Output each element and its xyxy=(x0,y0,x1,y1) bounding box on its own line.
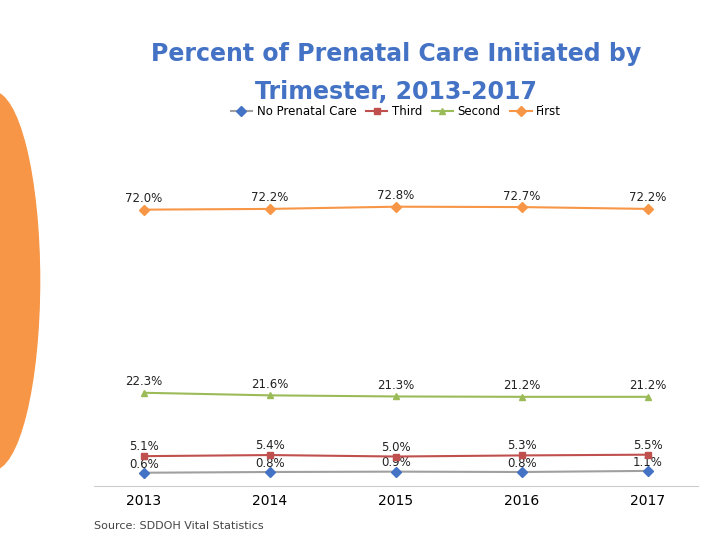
Text: 1.1%: 1.1% xyxy=(633,456,663,469)
Text: 21.2%: 21.2% xyxy=(629,380,667,393)
Text: 21.3%: 21.3% xyxy=(377,379,415,392)
Text: 21.6%: 21.6% xyxy=(251,378,289,391)
Text: 72.8%: 72.8% xyxy=(377,190,415,202)
Text: Percent of Prenatal Care Initiated by: Percent of Prenatal Care Initiated by xyxy=(151,42,641,66)
Text: 5.5%: 5.5% xyxy=(633,438,663,452)
Text: 22.3%: 22.3% xyxy=(125,375,163,388)
Text: 72.2%: 72.2% xyxy=(629,192,667,205)
Text: 72.0%: 72.0% xyxy=(125,192,163,205)
Text: 5.4%: 5.4% xyxy=(255,439,285,452)
Text: Source: SDDOH Vital Statistics: Source: SDDOH Vital Statistics xyxy=(94,521,264,531)
Text: 0.6%: 0.6% xyxy=(129,457,159,470)
Text: 21.2%: 21.2% xyxy=(503,380,541,393)
Text: 72.7%: 72.7% xyxy=(503,190,541,202)
Legend: No Prenatal Care, Third, Second, First: No Prenatal Care, Third, Second, First xyxy=(226,100,566,123)
Text: 0.9%: 0.9% xyxy=(381,456,411,469)
Text: 0.8%: 0.8% xyxy=(255,457,285,470)
Text: 5.3%: 5.3% xyxy=(507,440,537,453)
Text: 5.0%: 5.0% xyxy=(381,441,411,454)
Text: 5.1%: 5.1% xyxy=(129,440,159,453)
Text: 0.8%: 0.8% xyxy=(507,457,537,470)
Text: Trimester, 2013-2017: Trimester, 2013-2017 xyxy=(255,80,537,104)
Text: 72.2%: 72.2% xyxy=(251,192,289,205)
